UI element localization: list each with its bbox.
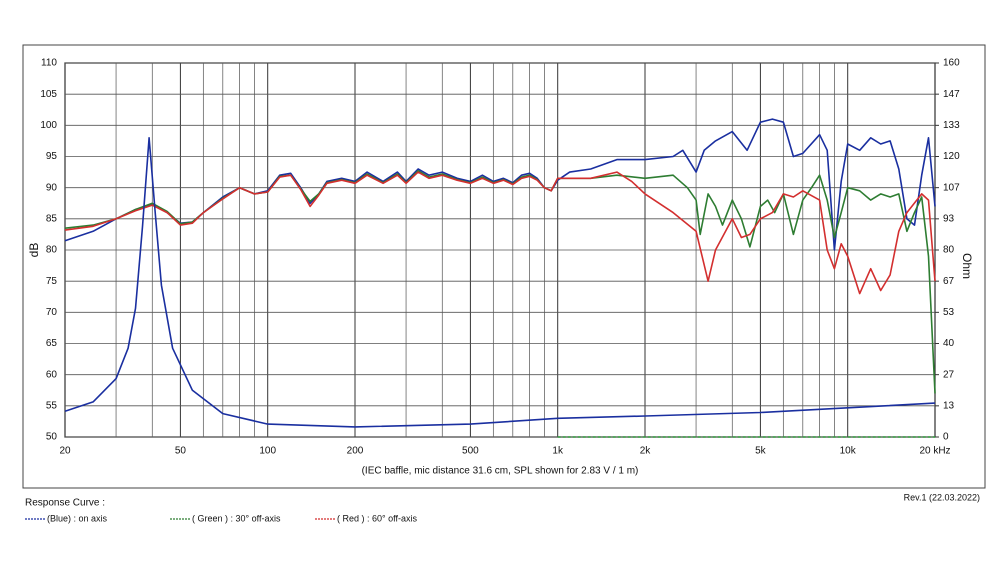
y2-tick-label: 147 [943, 89, 960, 100]
y2-tick-label: 107 [943, 182, 960, 193]
y-tick-label: 110 [41, 58, 57, 69]
y2-tick-label: 93 [943, 213, 955, 224]
x-tick-label: 20 [59, 446, 71, 457]
legend-label: ( Red ) : 60° off-axis [337, 513, 417, 523]
legend-label: ( Green ) : 30° off-axis [192, 513, 281, 523]
y2-axis-title: Ohm [960, 253, 974, 279]
x-tick-label: 2k [640, 446, 652, 457]
y2-tick-label: 13 [943, 400, 955, 411]
x-axis-title: (IEC baffle, mic distance 31.6 cm, SPL s… [362, 466, 639, 477]
y-tick-label: 75 [46, 276, 58, 287]
x-tick-label: 10k [840, 446, 857, 457]
annotation: Rev.1 (22.03.2022) [904, 492, 980, 502]
x-tick-label: 50 [175, 446, 187, 457]
y2-tick-label: 53 [943, 307, 955, 318]
y-tick-label: 105 [40, 89, 57, 100]
y-tick-label: 80 [46, 245, 58, 256]
y-tick-label: 60 [46, 369, 58, 380]
y-tick-label: 90 [46, 182, 58, 193]
y-tick-label: 55 [46, 400, 58, 411]
series-line [64, 171, 936, 295]
y2-tick-label: 160 [943, 58, 960, 69]
x-tick-label: 200 [347, 446, 364, 457]
x-tick-label: 100 [259, 446, 276, 457]
y2-tick-label: 67 [943, 276, 955, 287]
legend-label: (Blue) : on axis [47, 513, 108, 523]
y-tick-label: 50 [46, 432, 58, 443]
y-tick-label: 65 [46, 338, 58, 349]
x-tick-label: 500 [462, 446, 479, 457]
y-tick-label: 70 [46, 307, 58, 318]
y-tick-label: 85 [46, 213, 58, 224]
y-tick-label: 95 [46, 151, 58, 162]
series-line [64, 137, 936, 428]
y2-tick-label: 133 [943, 120, 960, 131]
y2-tick-label: 0 [943, 432, 949, 443]
x-tick-label: 1k [552, 446, 564, 457]
outer-frame [22, 44, 986, 489]
y2-tick-label: 80 [943, 245, 955, 256]
y-axis-title: dB [27, 243, 41, 258]
legend-title: Response Curve : [25, 498, 105, 509]
y-tick-label: 100 [40, 120, 57, 131]
x-tick-label: 5k [755, 446, 767, 457]
y2-tick-label: 120 [943, 151, 960, 162]
y2-tick-label: 27 [943, 369, 955, 380]
x-tick-label: 20 kHz [919, 446, 950, 457]
y2-tick-label: 40 [943, 338, 955, 349]
